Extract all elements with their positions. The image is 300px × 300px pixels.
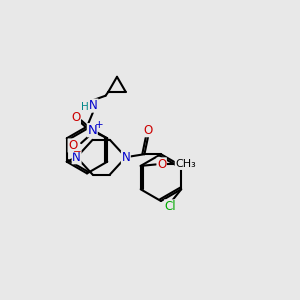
Text: N: N: [87, 124, 97, 137]
Text: O: O: [143, 124, 153, 137]
Text: O: O: [157, 158, 166, 171]
Text: O: O: [71, 111, 80, 124]
Text: N: N: [72, 151, 81, 164]
Text: −: −: [73, 146, 82, 157]
Text: H: H: [81, 102, 88, 112]
Text: +: +: [95, 120, 103, 130]
Text: Cl: Cl: [165, 200, 176, 213]
Text: CH₃: CH₃: [175, 159, 196, 170]
Text: N: N: [122, 151, 130, 164]
Text: N: N: [89, 99, 98, 112]
Text: O: O: [68, 139, 77, 152]
